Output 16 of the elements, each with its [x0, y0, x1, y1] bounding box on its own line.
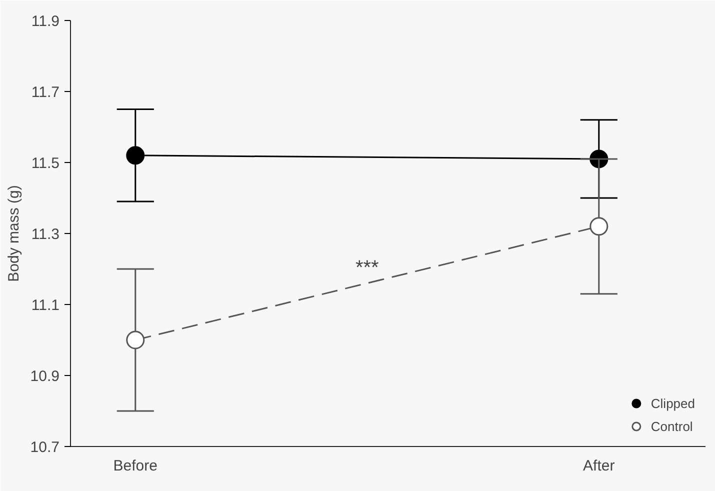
y-tick-label: 10.9 — [30, 368, 60, 385]
x-tick-label: After — [583, 458, 615, 474]
annotation: *** — [355, 257, 380, 280]
y-tick-label: 10.7 — [30, 439, 60, 456]
y-axis-title: Body mass (g) — [5, 185, 22, 282]
y-tick-label: 11.1 — [31, 297, 60, 314]
point — [126, 146, 145, 165]
y-tick-label: 11.9 — [31, 13, 60, 30]
legend-label: Clipped — [650, 396, 695, 410]
y-tick-label: 11.7 — [31, 84, 60, 101]
y-tick-label: 11.5 — [31, 155, 60, 172]
x-tick-label: Before — [113, 458, 158, 474]
point — [126, 330, 145, 350]
point — [590, 217, 608, 236]
legend-label: Control — [650, 418, 693, 434]
y-tick-label: 11.3 — [31, 226, 60, 243]
